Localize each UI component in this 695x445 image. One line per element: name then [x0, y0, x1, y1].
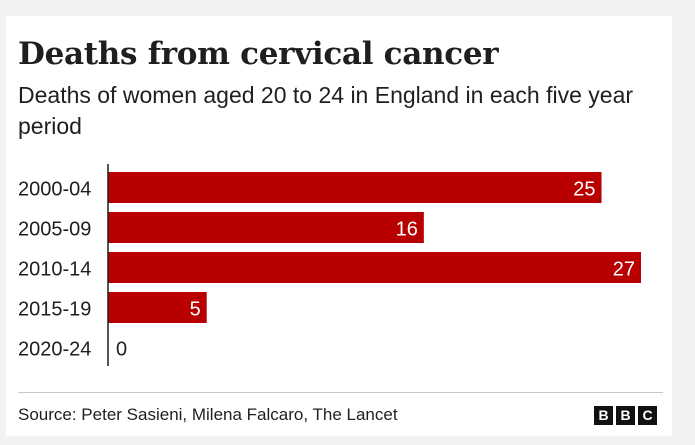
bbc-logo: B B C: [594, 406, 657, 425]
data-label-2000-04: 25: [573, 179, 595, 201]
bar-2005-09: [108, 212, 424, 243]
bar-2015-19: [108, 292, 207, 323]
data-label-2010-14: 27: [613, 259, 635, 281]
chart-title: Deaths from cervical cancer: [18, 36, 499, 72]
data-label-2020-24: 0: [116, 339, 127, 361]
category-label-2010-14: 2010-14: [18, 259, 91, 281]
category-label-2005-09: 2005-09: [18, 219, 91, 241]
chart-subtitle: Deaths of women aged 20 to 24 in England…: [18, 82, 634, 139]
category-label-2015-19: 2015-19: [18, 299, 91, 321]
logo-letter-b2: B: [616, 406, 635, 425]
data-label-2015-19: 5: [190, 299, 201, 321]
bar-chart: 2000-04 25 2005-09 16 2010-14 27 2015-19 5 2020-…: [18, 164, 641, 366]
category-label-2020-24: 2020-24: [18, 339, 91, 361]
logo-letter-b1: B: [594, 406, 613, 425]
category-label-2000-04: 2000-04: [18, 179, 91, 201]
bar-2010-14: [108, 252, 641, 283]
bar-2000-04: [108, 172, 602, 203]
data-label-2005-09: 16: [396, 219, 418, 241]
source-note: Source: Peter Sasieni, Milena Falcaro, T…: [18, 405, 398, 424]
logo-letter-c: C: [638, 406, 657, 425]
footer-divider: [18, 392, 663, 393]
chart-card: Deaths from cervical cancer Deaths of wo…: [6, 16, 672, 436]
